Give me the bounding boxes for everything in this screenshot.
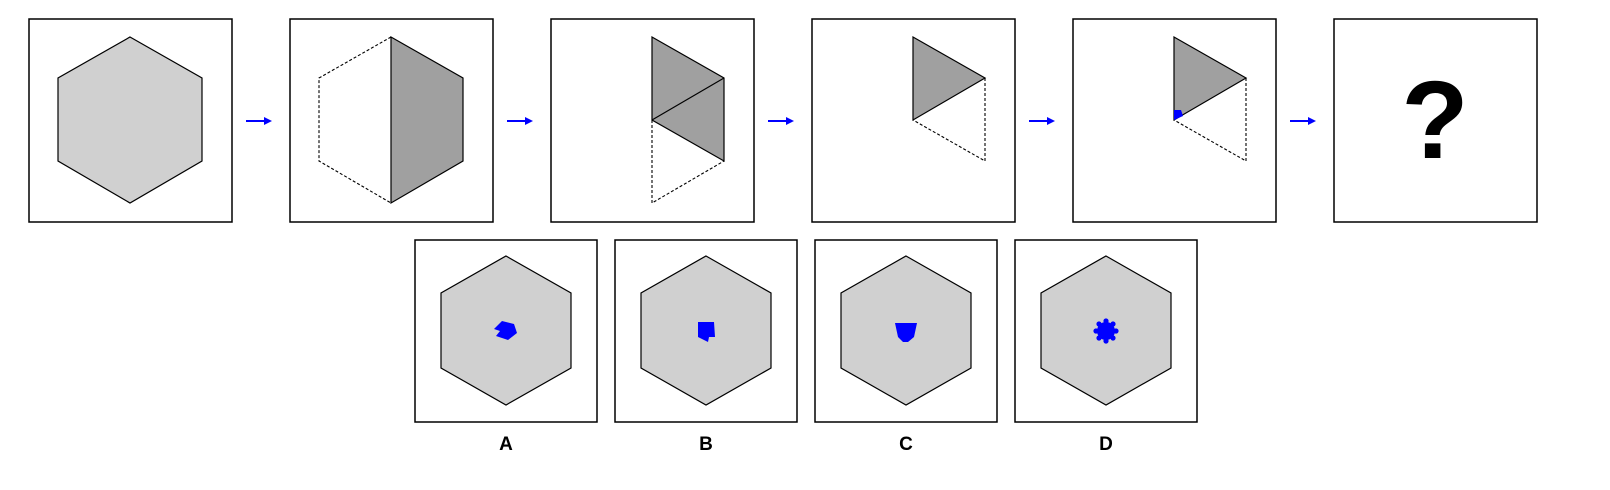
step-1-hexagon	[57, 36, 203, 204]
step-6-panel: ?	[1333, 18, 1538, 223]
step-6-frame	[1333, 18, 1538, 223]
step-4-panel	[811, 18, 1016, 223]
step-2-folded-half	[390, 35, 464, 205]
option-c[interactable]: C	[814, 239, 998, 455]
step-4-dashed-outline	[912, 78, 986, 162]
option-b-label: B	[699, 434, 713, 455]
arrow-3	[768, 117, 794, 125]
step-5-dashed-outline	[1173, 78, 1247, 162]
option-d-label: D	[1099, 434, 1113, 455]
step-1-panel	[28, 18, 233, 223]
option-a[interactable]: A	[414, 239, 598, 455]
step-5-panel	[1072, 18, 1277, 223]
step-5-folded-triangle	[1173, 35, 1248, 122]
arrow-4	[1029, 117, 1055, 125]
step-3-panel	[550, 18, 755, 223]
step-4-folded-triangle	[912, 35, 987, 122]
option-d-hole	[1093, 318, 1119, 344]
option-b[interactable]: B	[0, 0, 798, 455]
question-mark: ?	[1401, 59, 1468, 182]
option-a-hole	[494, 321, 517, 340]
option-a-label: A	[499, 434, 513, 455]
option-c-hole	[895, 323, 917, 342]
option-d[interactable]: D	[1014, 239, 1198, 455]
step-2-panel	[289, 18, 494, 223]
option-b-hole-shape	[698, 322, 715, 342]
step-5-punched-hole	[1174, 110, 1183, 120]
arrow-5	[1290, 117, 1316, 125]
step-3-dashed-outline	[651, 120, 725, 204]
step-2-dashed-outline	[318, 36, 392, 204]
arrow-1	[246, 117, 272, 125]
option-c-label: C	[899, 434, 913, 455]
step-3-fold-line	[651, 77, 725, 121]
arrow-2	[507, 117, 533, 125]
